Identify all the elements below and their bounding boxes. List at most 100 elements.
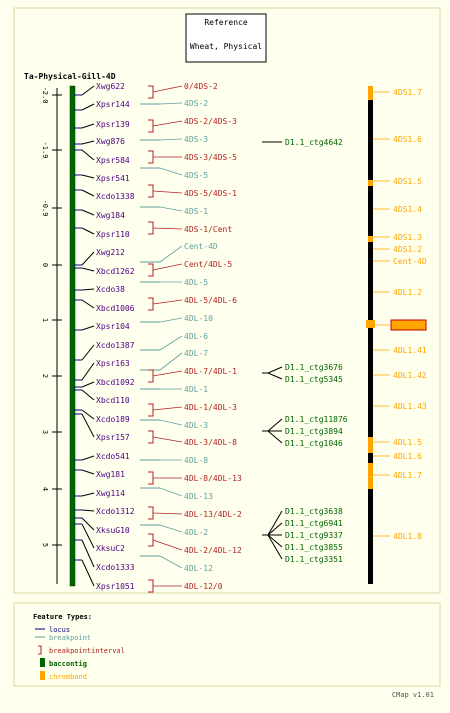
breakpoint-connector xyxy=(159,555,183,569)
locus-label[interactable]: Xpsr163 xyxy=(96,359,130,368)
baccontig-label[interactable]: D1.1_ctg5345 xyxy=(285,375,343,384)
baccontig-label[interactable]: D1.1_ctg11876 xyxy=(285,415,348,424)
baccontig-label[interactable]: D1.1_ctg3676 xyxy=(285,363,343,372)
chromband-label[interactable]: 4DL1.2 xyxy=(393,288,422,297)
contig-connector xyxy=(267,372,283,380)
breakpointinterval-label[interactable]: Cent/4DL-5 xyxy=(184,260,232,269)
locus-label[interactable]: Xpsr104 xyxy=(96,322,130,331)
cmap-version: CMap v1.01 xyxy=(392,691,434,699)
locus-label[interactable]: Xpsr144 xyxy=(96,100,130,109)
breakpointinterval-label[interactable]: 4DS-2/4DS-3 xyxy=(184,117,237,126)
locus-label[interactable]: Xpsr139 xyxy=(96,120,130,129)
breakpointinterval-label[interactable]: 4DL-12/0 xyxy=(184,582,223,591)
locus-label[interactable]: Xwg876 xyxy=(96,137,125,146)
chromband-label[interactable]: 4DL1.6 xyxy=(393,452,422,461)
breakpoint-label[interactable]: 4DL-6 xyxy=(184,332,208,341)
chromband-label[interactable]: 4DL1.5 xyxy=(393,438,422,447)
chromband-label[interactable]: 4DL1.41 xyxy=(393,346,427,355)
breakpoint-label[interactable]: 4DL-8 xyxy=(184,456,208,465)
chromband-label[interactable]: 4DS1.2 xyxy=(393,245,422,254)
locus-label[interactable]: Xwg622 xyxy=(96,82,125,91)
chromband-label[interactable]: 4DS1.5 xyxy=(393,177,422,186)
locus-label[interactable]: Xbcd1006 xyxy=(96,304,135,313)
chromband-label[interactable]: 4DL1.8 xyxy=(393,532,422,541)
locus-label[interactable]: XksuG10 xyxy=(96,526,130,535)
breakpoint-label[interactable]: 4DL-10 xyxy=(184,314,213,323)
breakpoint-label[interactable]: 4DS-1 xyxy=(184,207,208,216)
contig-column: D1.1_ctg4642 D1.1_ctg3676 D1.1_ctg5345 D1.1… xyxy=(262,138,348,564)
locus-label[interactable]: Xbcd1092 xyxy=(96,378,135,387)
locus-label[interactable]: Xbcd110 xyxy=(96,396,130,405)
breakpoint-label[interactable]: 4DL-1 xyxy=(184,385,208,394)
locus-label[interactable]: Xpsr157 xyxy=(96,433,130,442)
reference-box[interactable]: Reference Wheat, Physical xyxy=(185,13,267,63)
selected-band-highlight xyxy=(366,320,375,328)
locus-label[interactable]: Xpsr541 xyxy=(96,174,130,183)
locus-label[interactable]: Xwg184 xyxy=(96,211,125,220)
baccontig-label[interactable]: D1.1_ctg6941 xyxy=(285,519,343,528)
interval-connector xyxy=(152,436,183,443)
baccontig-label[interactable]: D1.1_ctg3855 xyxy=(285,543,343,552)
locus-label[interactable]: Xcdo541 xyxy=(96,452,130,461)
map-title[interactable]: Ta-Physical-Gill-4D xyxy=(24,71,116,81)
locus-label[interactable]: Xwg212 xyxy=(96,248,125,257)
baccontig-label[interactable]: D1.1_ctg9337 xyxy=(285,531,343,540)
locus-label[interactable]: Xpsr584 xyxy=(96,156,130,165)
breakpointinterval-label[interactable]: 4DL-3/4DL-8 xyxy=(184,438,237,447)
breakpoint-label[interactable]: 4DL-3 xyxy=(184,421,208,430)
locus-label[interactable]: Xcdo38 xyxy=(96,285,125,294)
locus-label[interactable]: Xwg181 xyxy=(96,470,125,479)
breakpoint-column: 0/4DS-2 4DS-2 4DS-2/4DS-3 4DS-3 4DS-3/4DS-5 4… xyxy=(140,82,242,593)
breakpoint-label[interactable]: 4DL-13 xyxy=(184,492,213,501)
chromband-label[interactable]: 4DS1.3 xyxy=(393,233,422,242)
interval-bracket xyxy=(148,184,154,198)
breakpointinterval-label[interactable]: 4DL-8/4DL-13 xyxy=(184,474,242,483)
locus-label[interactable]: Xbcd1262 xyxy=(96,267,135,276)
locus-label[interactable]: Xwg114 xyxy=(96,489,125,498)
locus-label[interactable]: Xpsr110 xyxy=(96,230,130,239)
breakpoint-label[interactable]: 4DS-5 xyxy=(184,171,208,180)
chromband-label[interactable]: 4DL1.43 xyxy=(393,402,427,411)
interval-bracket xyxy=(148,471,154,485)
locus-label[interactable]: Xcdo1333 xyxy=(96,563,135,572)
locus-connector xyxy=(81,523,95,549)
breakpointinterval-label[interactable]: 4DL-7/4DL-1 xyxy=(184,367,237,376)
interval-connector xyxy=(152,299,183,305)
locus-label[interactable]: Xcdo1338 xyxy=(96,192,135,201)
interval-connector xyxy=(152,263,183,271)
breakpointinterval-label[interactable]: 4DS-3/4DS-5 xyxy=(184,153,237,162)
locus-connector xyxy=(81,509,95,512)
breakpoint-label[interactable]: 4DL-7 xyxy=(184,349,208,358)
chromband-label[interactable]: 4DL1.3 xyxy=(393,321,422,330)
baccontig-label[interactable]: D1.1_ctg4642 xyxy=(285,138,343,147)
baccontig-label[interactable]: D1.1_ctg3638 xyxy=(285,507,343,516)
locus-connector xyxy=(81,227,95,235)
breakpoint-label[interactable]: 4DS-2 xyxy=(184,99,208,108)
locus-label[interactable]: Xpsr1051 xyxy=(96,582,135,591)
locus-label[interactable]: Xcdo1387 xyxy=(96,341,135,350)
baccontig-label[interactable]: D1.1_ctg3351 xyxy=(285,555,343,564)
breakpointinterval-label[interactable]: 4DL-1/4DL-3 xyxy=(184,403,237,412)
locus-label[interactable]: XksuC2 xyxy=(96,544,125,553)
baccontig-label[interactable]: D1.1_ctg3894 xyxy=(285,427,343,436)
chromband-label[interactable]: Cent-4D xyxy=(393,257,427,266)
breakpointinterval-label[interactable]: 4DL-5/4DL-6 xyxy=(184,296,237,305)
breakpoint-label[interactable]: 4DL-12 xyxy=(184,564,213,573)
chromband-label[interactable]: 4DS1.6 xyxy=(393,135,422,144)
chromband-label[interactable]: 4DS1.4 xyxy=(393,205,422,214)
breakpointinterval-label[interactable]: 4DS-1/Cent xyxy=(184,225,232,234)
breakpointinterval-label[interactable]: 4DL-13/4DL-2 xyxy=(184,510,242,519)
locus-label[interactable]: Xcdo189 xyxy=(96,415,130,424)
chromband-label[interactable]: 4DS1.7 xyxy=(393,88,422,97)
breakpointinterval-label[interactable]: 0/4DS-2 xyxy=(184,82,218,91)
breakpointinterval-label[interactable]: 4DL-2/4DL-12 xyxy=(184,546,242,555)
chromband-label[interactable]: 4DL1.7 xyxy=(393,471,422,480)
breakpoint-label[interactable]: 4DL-5 xyxy=(184,278,208,287)
baccontig-label[interactable]: D1.1_ctg1046 xyxy=(285,439,343,448)
locus-label[interactable]: Xcdo1312 xyxy=(96,507,135,516)
breakpoint-label[interactable]: 4DS-3 xyxy=(184,135,208,144)
breakpoint-label[interactable]: Cent-4D xyxy=(184,242,218,251)
breakpoint-label[interactable]: 4DL-2 xyxy=(184,528,208,537)
breakpointinterval-label[interactable]: 4DS-5/4DS-1 xyxy=(184,189,237,198)
chromband-label[interactable]: 4DL1.42 xyxy=(393,371,427,380)
